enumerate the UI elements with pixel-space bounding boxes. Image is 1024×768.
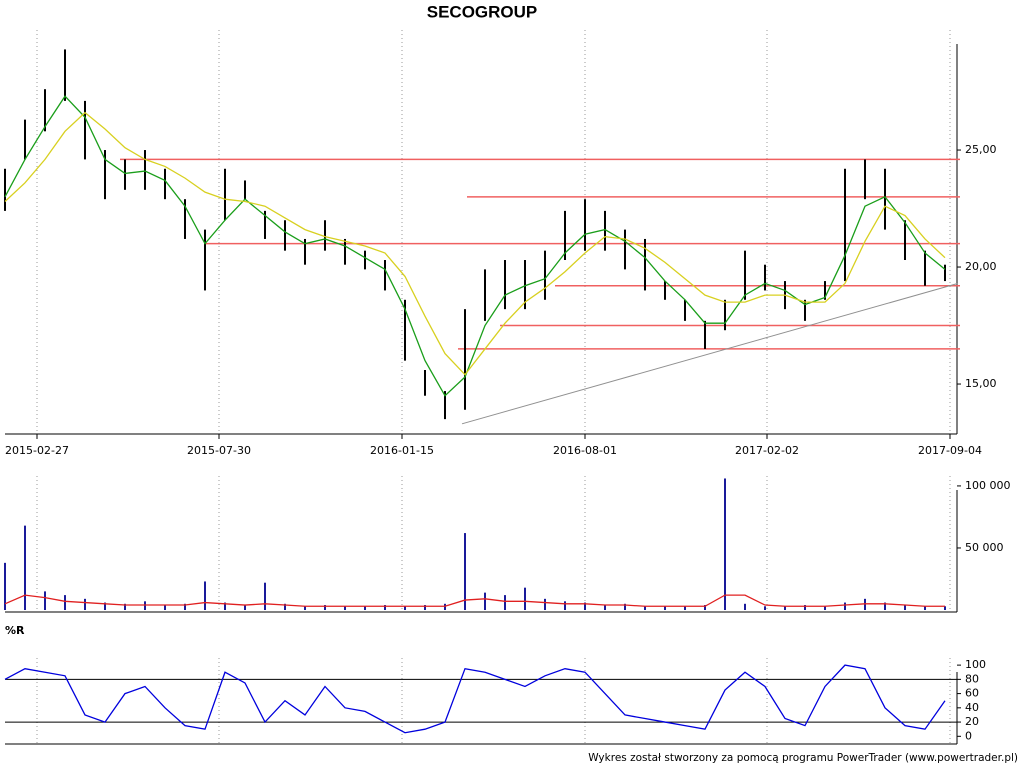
volume-bar — [324, 605, 326, 610]
volume-bar — [784, 606, 786, 610]
volume-bar — [644, 606, 646, 610]
volume-bar — [904, 605, 906, 610]
trend-line — [461, 282, 959, 425]
x-tick-label: 2015-02-27 — [5, 444, 69, 457]
y-tick-label: 60 — [965, 687, 979, 700]
volume-bar — [384, 605, 386, 610]
volume-bar — [284, 603, 286, 610]
volume-bar — [64, 595, 66, 610]
volume-bar — [464, 533, 466, 610]
volume-bar — [824, 606, 826, 610]
x-tick-label: 2017-02-02 — [735, 444, 799, 457]
y-tick-label: 0 — [965, 729, 972, 742]
y-tick-label: 50 000 — [965, 541, 1004, 554]
volume-bar — [4, 562, 6, 610]
volume-bar — [304, 606, 306, 610]
volume-bar — [704, 605, 706, 610]
volume-bar — [184, 603, 186, 610]
volume-bar — [584, 602, 586, 610]
panel-title: %R — [5, 624, 25, 637]
volume-bar — [164, 605, 166, 610]
y-tick-label: 100 000 — [965, 479, 1011, 492]
volume-bar — [44, 591, 46, 610]
y-tick-label: 15,00 — [965, 377, 997, 390]
volume-bar — [484, 592, 486, 610]
moving-average — [4, 95, 946, 397]
moving-average — [4, 111, 946, 376]
volume-bar — [364, 606, 366, 610]
chart-title: SECOGROUP — [427, 2, 538, 21]
volume-bar — [604, 605, 606, 610]
volume-bar — [204, 581, 206, 610]
volume-bar — [504, 595, 506, 610]
volume-bar — [524, 587, 526, 610]
footer: Wykres został stworzony za pomocą progra… — [588, 752, 1018, 764]
x-tick-label: 2016-01-15 — [370, 444, 434, 457]
volume-bar — [944, 606, 946, 610]
volume-bar — [404, 606, 406, 610]
y-tick-label: 40 — [965, 701, 979, 714]
volume-bar — [24, 525, 26, 610]
y-tick-label: 20 — [965, 715, 979, 728]
volume-bar — [104, 602, 106, 610]
volume-bar — [84, 598, 86, 610]
volume-bar — [724, 478, 726, 610]
volume-bar — [844, 602, 846, 610]
volume-bar — [764, 606, 766, 610]
volume-average — [4, 594, 945, 607]
x-tick-label: 2015-07-30 — [187, 444, 251, 457]
volume-bar — [224, 602, 226, 610]
williams-r-line — [4, 664, 946, 734]
volume-bar — [244, 605, 246, 610]
volume-bar — [564, 601, 566, 610]
volume-bar — [624, 603, 626, 610]
y-tick-label: 80 — [965, 672, 979, 685]
volume-bar — [544, 598, 546, 610]
x-tick-label: 2017-09-04 — [918, 444, 982, 457]
volume-bar — [424, 605, 426, 610]
volume-bar — [124, 603, 126, 610]
volume-bar — [344, 606, 346, 610]
y-tick-label: 20,00 — [965, 260, 997, 273]
volume-bar — [744, 603, 746, 610]
volume-bar — [924, 606, 926, 610]
volume-bar — [804, 605, 806, 610]
volume-bar — [884, 602, 886, 610]
volume-bar — [264, 582, 266, 610]
volume-bar — [664, 606, 666, 610]
volume-bar — [684, 606, 686, 610]
y-tick-label: 25,00 — [965, 143, 997, 156]
y-tick-label: 100 — [965, 658, 986, 671]
x-tick-label: 2016-08-01 — [553, 444, 617, 457]
